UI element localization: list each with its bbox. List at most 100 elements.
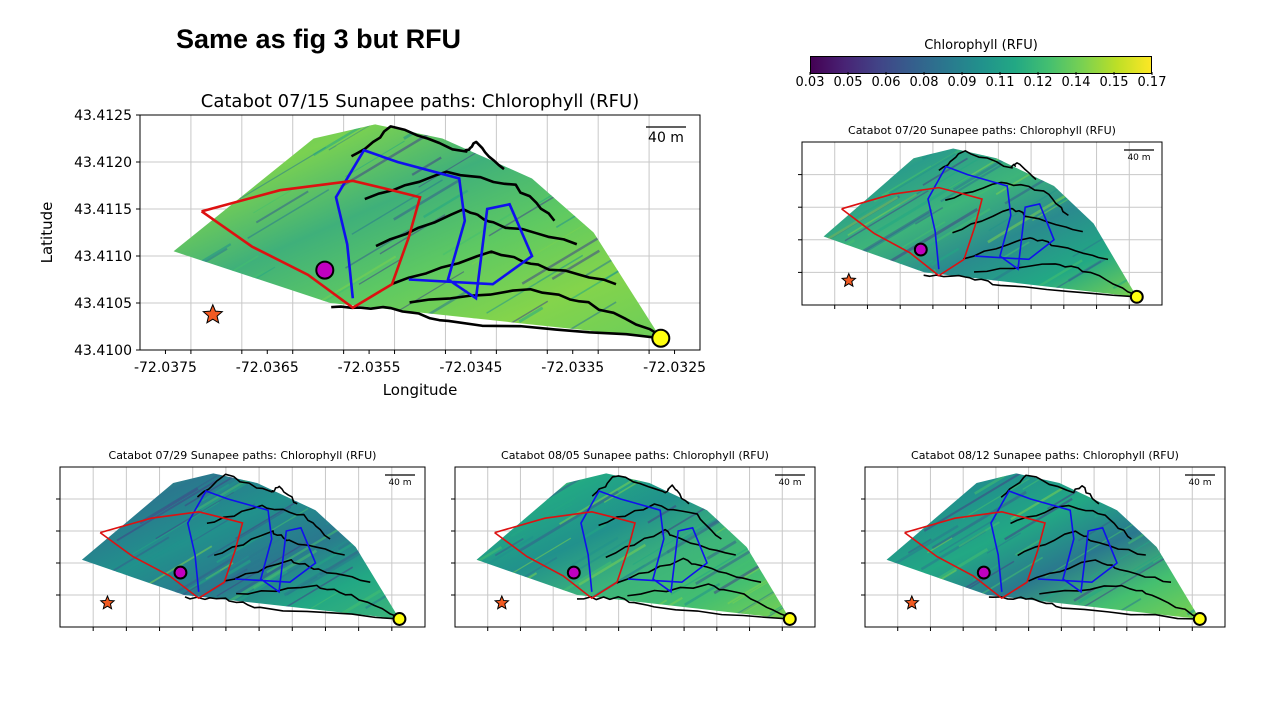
chart-panel-0812: Catabot 08/12 Sunapee paths: Chlorophyll… — [861, 449, 1226, 631]
black-path — [591, 475, 690, 505]
field-streak — [769, 573, 790, 615]
field-streak — [1026, 94, 1113, 146]
waypoint-circle-marker — [173, 565, 188, 580]
red-path — [200, 179, 422, 310]
colorbar-tick-label: 0.06 — [871, 72, 901, 90]
field-streak — [199, 533, 289, 588]
blue-path — [334, 148, 534, 301]
field-streak — [494, 538, 524, 557]
field-streak — [974, 182, 999, 199]
x-tick-label: -72.0325 — [643, 360, 706, 376]
field-streak — [1077, 584, 1108, 604]
field-streak — [312, 124, 388, 157]
field-streak — [880, 207, 979, 269]
black-path — [1000, 474, 1100, 505]
field-streak — [184, 473, 280, 507]
black-path — [598, 503, 722, 540]
field-streak — [559, 473, 646, 526]
plot-frame — [801, 141, 1163, 306]
field-streak — [219, 558, 261, 585]
field-streak — [1044, 521, 1136, 578]
field-streak — [1003, 241, 1030, 259]
black-path — [1010, 504, 1132, 540]
field-streak — [206, 473, 273, 501]
field-streak — [479, 535, 534, 570]
field-streak — [706, 540, 737, 560]
scale-bar-label: 40 m — [1188, 478, 1211, 488]
colorbar-tick-label: 0.14 — [1061, 72, 1091, 90]
field-streak — [365, 555, 400, 610]
field-streak — [477, 546, 503, 563]
field-streak — [335, 415, 430, 472]
field-streak — [695, 291, 792, 349]
field-streak — [1014, 539, 1041, 556]
colorbar-tick-label: 0.09 — [947, 72, 977, 90]
scale-bar-label: 40 m — [648, 130, 684, 146]
field-streak — [888, 152, 956, 195]
field-streak — [1073, 587, 1096, 602]
black-path — [952, 207, 1083, 234]
field-streak — [207, 506, 292, 558]
colorbar-tick-label: 0.15 — [1099, 72, 1129, 90]
field-streak — [991, 262, 1022, 283]
field-streak — [570, 536, 619, 567]
colorbar-tick-label: 0.05 — [833, 72, 863, 90]
y-tick-label: 43.4100 — [74, 343, 132, 359]
field-streak — [973, 556, 1044, 600]
waypoint-circle-marker — [913, 242, 928, 257]
plot-frame — [864, 466, 1226, 628]
end-circle-marker — [1192, 612, 1207, 626]
field-streak — [923, 473, 1024, 532]
red-path — [904, 510, 1046, 600]
black-path — [364, 170, 556, 222]
chart-panel-0715: Catabot 07/15 Sunapee paths: Chlorophyll… — [38, 91, 706, 399]
field-streak — [488, 190, 564, 237]
field-streak — [930, 247, 960, 267]
plot-frame — [139, 114, 701, 351]
field-streak — [934, 207, 991, 243]
black-path — [616, 557, 762, 584]
colorbar-tick-label: 0.11 — [985, 72, 1015, 90]
field-streak — [200, 473, 297, 512]
field-streak — [190, 473, 291, 515]
field-streak — [132, 501, 220, 555]
colorbar-ticks: 0.03 0.05 0.06 0.08 0.09 0.11 0.12 0.14 0.15 0.17 — [796, 72, 1166, 95]
start-star-marker — [202, 303, 224, 324]
field-streak — [940, 164, 1002, 203]
field-streak — [873, 174, 971, 235]
field-streak — [1004, 497, 1073, 541]
field-streak — [551, 249, 600, 281]
black-path — [206, 504, 331, 540]
field-streak — [486, 254, 584, 314]
black-path — [576, 596, 790, 620]
field-streak — [907, 538, 932, 554]
field-streak — [518, 306, 544, 323]
field-streak — [358, 259, 400, 285]
red-path — [841, 186, 983, 277]
black-path — [605, 528, 736, 559]
scale-bar-label: 40 m — [778, 478, 801, 488]
colorbar-label: Chlorophyll (RFU) — [924, 38, 1038, 53]
field-streak — [962, 522, 1023, 561]
field-streak — [1112, 256, 1137, 290]
waypoint-circle-marker — [566, 565, 581, 580]
black-path — [1039, 584, 1201, 619]
x-tick-label: -72.0375 — [134, 360, 197, 376]
field-streak — [931, 490, 1027, 550]
blue-path — [990, 490, 1118, 594]
field-streak — [584, 523, 607, 538]
blue-path — [580, 490, 708, 594]
field-streak — [901, 221, 946, 249]
field-streak — [351, 179, 443, 235]
field-streak — [823, 196, 899, 254]
field-streak — [187, 569, 222, 592]
colorbar — [810, 56, 1152, 74]
end-circle-marker — [782, 612, 797, 626]
end-circle-marker — [1129, 289, 1144, 304]
field-streak — [647, 504, 677, 524]
field-streak — [986, 532, 1021, 554]
field-streak — [881, 165, 932, 197]
field-streak — [255, 190, 309, 224]
waypoint-circle-marker — [315, 260, 335, 280]
field-streak — [116, 480, 217, 542]
